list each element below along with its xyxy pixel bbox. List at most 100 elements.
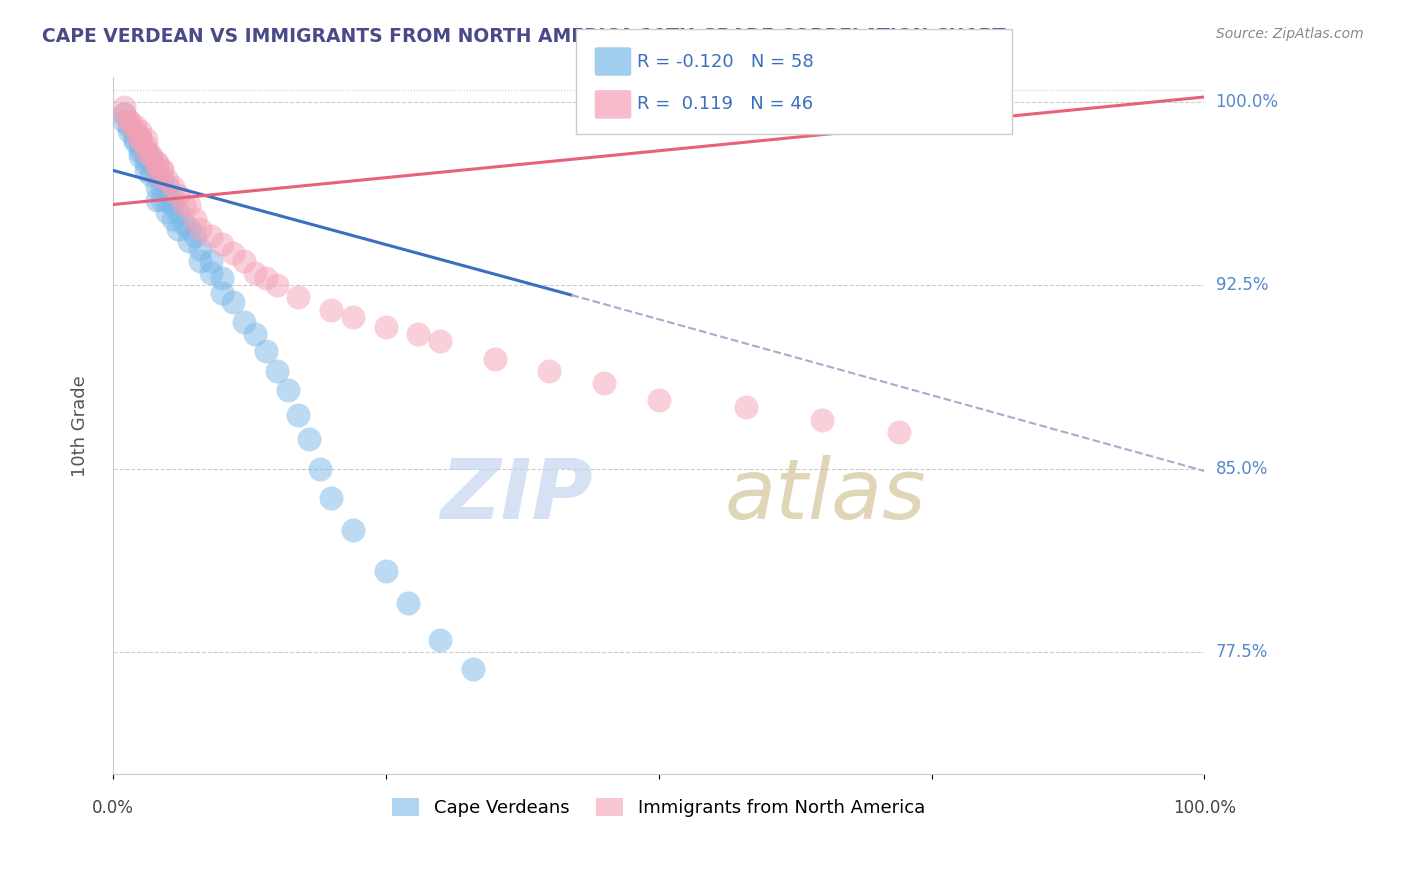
Point [321, 302, 343, 317]
Point [150, 173, 173, 187]
Point [124, 131, 146, 145]
Point [129, 131, 152, 145]
Point [112, 100, 135, 114]
Text: R = -0.120   N = 58: R = -0.120 N = 58 [637, 53, 814, 70]
Point [135, 149, 157, 163]
Point [135, 144, 157, 158]
Point [200, 253, 222, 268]
Text: atlas: atlas [724, 455, 925, 536]
Point [145, 193, 167, 207]
Text: 77.5%: 77.5% [1216, 643, 1268, 661]
Point [145, 168, 167, 182]
Point [287, 408, 309, 422]
Point [124, 134, 146, 148]
Point [232, 315, 254, 329]
Point [374, 564, 396, 578]
Point [150, 180, 173, 194]
Point [118, 114, 141, 128]
Point [222, 295, 245, 310]
Point [156, 205, 179, 219]
Point [124, 124, 146, 138]
Point [129, 144, 152, 158]
Point [139, 168, 162, 182]
Point [135, 139, 157, 153]
Point [139, 149, 162, 163]
Point [232, 253, 254, 268]
Text: ZIP: ZIP [440, 455, 593, 536]
Point [150, 163, 173, 178]
Point [162, 212, 184, 227]
Point [200, 229, 222, 244]
Text: 92.5%: 92.5% [1216, 277, 1268, 294]
Point [243, 327, 266, 342]
Point [342, 310, 364, 324]
Point [254, 271, 277, 285]
Point [735, 401, 758, 415]
Point [461, 662, 484, 676]
Point [135, 156, 157, 170]
Point [129, 131, 152, 145]
Point [887, 425, 910, 439]
Point [408, 327, 430, 342]
Point [811, 412, 834, 426]
Point [139, 156, 162, 170]
Point [287, 290, 309, 304]
Point [129, 149, 152, 163]
Point [139, 149, 162, 163]
Point [118, 114, 141, 128]
Point [188, 242, 211, 256]
Point [484, 351, 506, 366]
Point [647, 393, 669, 408]
Point [342, 523, 364, 537]
Text: 100.0%: 100.0% [1173, 799, 1236, 817]
Point [374, 319, 396, 334]
Point [222, 246, 245, 260]
Point [276, 384, 298, 398]
Point [162, 193, 184, 207]
Point [129, 131, 152, 145]
Point [156, 180, 179, 194]
Point [112, 107, 135, 121]
Point [112, 107, 135, 121]
Point [188, 253, 211, 268]
Point [118, 124, 141, 138]
Point [118, 120, 141, 134]
Point [593, 376, 616, 390]
Text: 85.0%: 85.0% [1216, 459, 1268, 477]
Point [243, 266, 266, 280]
Point [124, 124, 146, 138]
Point [135, 144, 157, 158]
Point [150, 193, 173, 207]
Point [179, 222, 201, 236]
Point [145, 156, 167, 170]
Point [396, 596, 419, 610]
Point [266, 278, 288, 293]
Point [145, 168, 167, 182]
Point [167, 222, 190, 236]
Point [211, 271, 233, 285]
Text: Source: ZipAtlas.com: Source: ZipAtlas.com [1216, 27, 1364, 41]
Point [200, 266, 222, 280]
Legend: Cape Verdeans, Immigrants from North America: Cape Verdeans, Immigrants from North Ame… [385, 790, 932, 824]
Point [254, 344, 277, 359]
Point [135, 131, 157, 145]
Point [167, 205, 190, 219]
Point [145, 163, 167, 178]
Point [173, 217, 195, 231]
Point [298, 432, 321, 446]
Text: CAPE VERDEAN VS IMMIGRANTS FROM NORTH AMERICA 10TH GRADE CORRELATION CHART: CAPE VERDEAN VS IMMIGRANTS FROM NORTH AM… [42, 27, 1005, 45]
Point [211, 285, 233, 300]
Point [266, 364, 288, 378]
Point [156, 193, 179, 207]
Point [188, 222, 211, 236]
Y-axis label: 10th Grade: 10th Grade [72, 375, 89, 476]
Point [129, 124, 152, 138]
Point [538, 364, 561, 378]
Point [211, 236, 233, 251]
Point [162, 180, 184, 194]
Point [429, 334, 451, 349]
Point [179, 234, 201, 248]
Point [183, 212, 205, 227]
Point [309, 461, 332, 475]
Point [321, 491, 343, 505]
